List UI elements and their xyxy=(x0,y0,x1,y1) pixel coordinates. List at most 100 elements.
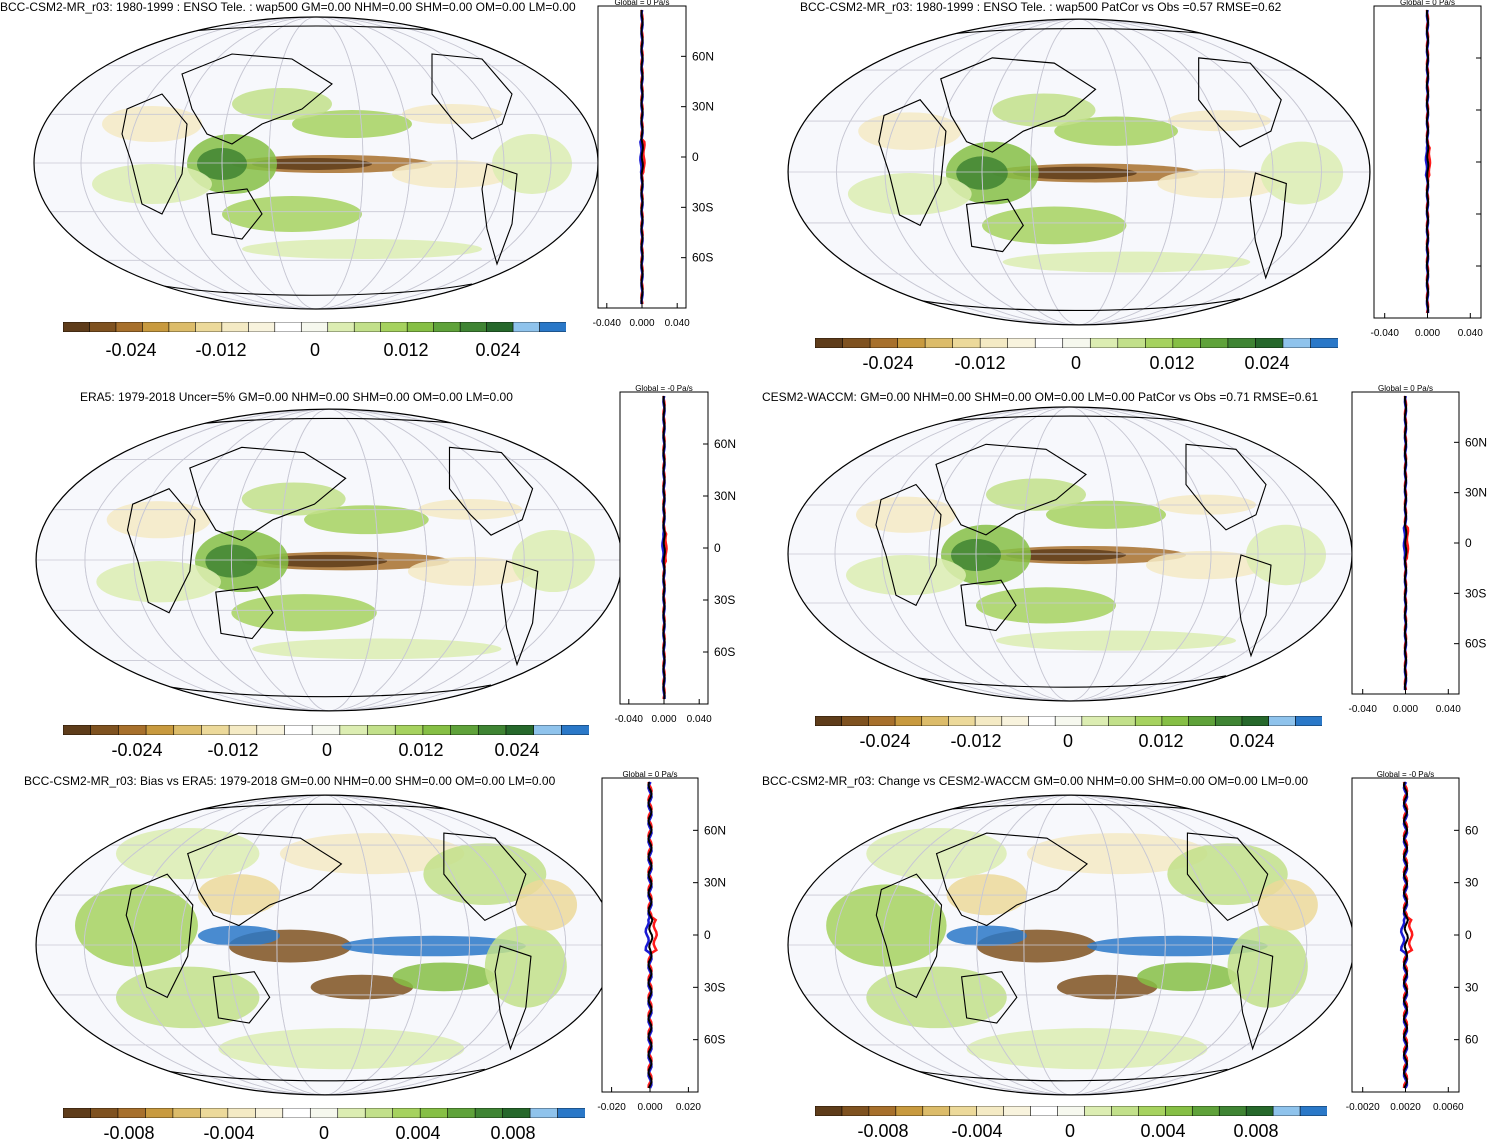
field-contour xyxy=(986,478,1086,511)
colorbar-label: -0.012 xyxy=(207,740,259,760)
field-contour xyxy=(992,93,1096,127)
colorbar-swatch xyxy=(1200,338,1229,348)
colorbar-swatch xyxy=(256,725,286,735)
field-contour xyxy=(1246,524,1326,586)
colorbar-swatch xyxy=(255,1108,284,1118)
colorbar-label: -0.012 xyxy=(950,731,1002,751)
colorbar-label: -0.004 xyxy=(951,1121,1003,1141)
latitude-tick-label: 30N xyxy=(704,876,726,890)
latitude-tick-label: 0 xyxy=(692,150,699,164)
zonal-profile-plot: Global = 0 Pa/s 60N 30N 0 30S 60S -0.020 0.000 0… xyxy=(597,770,726,1113)
longitude-line xyxy=(279,409,379,711)
x-tick-label: 0.040 xyxy=(665,318,690,329)
latitude-tick-label: 30S xyxy=(692,200,713,214)
latitude-tick-label: 30N xyxy=(692,100,714,114)
colorbar-swatch xyxy=(895,1106,924,1116)
world-map xyxy=(35,408,623,712)
colorbar-swatch xyxy=(380,322,408,332)
field-contour xyxy=(976,587,1116,624)
longitude-line xyxy=(836,19,1322,325)
colorbar-swatch xyxy=(1084,1106,1113,1116)
colorbar-swatch xyxy=(1028,716,1056,726)
coastline xyxy=(961,971,1018,1024)
field-contour xyxy=(1026,833,1208,875)
field-contour xyxy=(1002,251,1251,273)
coastline xyxy=(1198,57,1282,148)
coastline xyxy=(1249,172,1287,280)
colorbar-swatch xyxy=(1001,716,1030,726)
colorbar-swatch xyxy=(406,322,435,332)
field-contour xyxy=(96,561,221,603)
coastline xyxy=(875,483,942,607)
field-contour xyxy=(1056,974,1158,1000)
field-contour xyxy=(310,974,414,1000)
colorbar-swatch xyxy=(561,725,589,735)
field-contour xyxy=(232,88,332,120)
colorbar-swatch xyxy=(1188,716,1217,726)
latitude-tick-label: 60N xyxy=(704,823,726,837)
colorbar-swatch xyxy=(477,725,507,735)
colorbar-swatch xyxy=(924,338,954,348)
colorbar-swatch xyxy=(447,1108,476,1118)
colorbar-swatch xyxy=(1138,1106,1167,1116)
colorbar-label: -0.008 xyxy=(857,1121,909,1141)
latitude-tick-label: 60N xyxy=(714,437,736,451)
colorbar-label: 0.012 xyxy=(1149,353,1195,373)
longitude-line xyxy=(929,795,1213,1095)
field-contour xyxy=(74,884,198,967)
field-contour xyxy=(1087,935,1268,957)
coastline xyxy=(875,873,943,999)
colorbar-label: 0.004 xyxy=(395,1123,441,1143)
field-contour xyxy=(858,112,962,151)
colorbar-swatch xyxy=(974,716,1003,726)
coastline xyxy=(121,93,188,215)
colorbar-swatch xyxy=(1172,338,1202,348)
colorbar-swatch xyxy=(1081,716,1110,726)
colorbar-swatch xyxy=(309,1108,339,1118)
colorbar-swatch xyxy=(1161,716,1190,726)
colorbar-swatch xyxy=(1062,338,1092,348)
colorbar-swatch xyxy=(200,1108,229,1118)
colorbar-swatch xyxy=(1241,716,1270,726)
colorbar-label: 0.012 xyxy=(398,740,444,760)
field-contour xyxy=(102,106,202,142)
colorbar xyxy=(815,338,1338,348)
field-contour xyxy=(115,966,260,1029)
map-field xyxy=(36,795,614,1095)
field-contour xyxy=(218,1028,465,1070)
colorbar-swatch xyxy=(557,1108,585,1118)
longitude-line xyxy=(131,795,519,1095)
colorbar-swatch xyxy=(433,322,461,332)
colorbar-swatch xyxy=(228,725,258,735)
profile-line xyxy=(1403,395,1408,691)
colorbar-swatch xyxy=(300,322,329,332)
zonal-profile-plot: Global = -0 Pa/s 60 30 0 30 60 -0.0020 0.0020 0.… xyxy=(1346,770,1479,1113)
colorbar-labels: -0.008 -0.004 0 0.004 0.008 xyxy=(63,1123,585,1145)
coastline xyxy=(878,99,947,227)
colorbar-swatch xyxy=(1108,716,1137,726)
x-tick-label: 0.000 xyxy=(1393,704,1418,715)
colorbar-label: 0.024 xyxy=(1244,353,1290,373)
profile-line xyxy=(662,395,666,700)
colorbar-swatch xyxy=(1299,1106,1327,1116)
latitude-tick-label: 60 xyxy=(1465,1033,1479,1047)
coastline xyxy=(906,1068,1228,1082)
colorbar-swatch xyxy=(115,322,144,332)
colorbar-swatch xyxy=(1089,338,1119,348)
latitude-tick-label: 30S xyxy=(714,593,735,607)
latitude-tick-label: 60S xyxy=(704,1033,725,1047)
longitude-line xyxy=(174,17,458,309)
field-contour xyxy=(106,501,211,539)
longitude-line xyxy=(1023,795,1119,1095)
field-contour xyxy=(392,962,496,992)
coastline xyxy=(1186,832,1269,922)
profile-title: Global = 0 Pa/s xyxy=(1378,384,1433,393)
colorbar-swatch xyxy=(869,338,899,348)
colorbar xyxy=(815,1106,1327,1116)
latitude-tick-label: 0 xyxy=(714,541,721,555)
latitude-tick-label: 30N xyxy=(1465,486,1487,500)
x-tick-label: -0.040 xyxy=(593,318,622,329)
field-contour xyxy=(484,925,567,1008)
colorbar-label: 0.012 xyxy=(1138,731,1184,751)
colorbar-labels: -0.008 -0.004 0 0.004 0.008 xyxy=(815,1121,1327,1143)
